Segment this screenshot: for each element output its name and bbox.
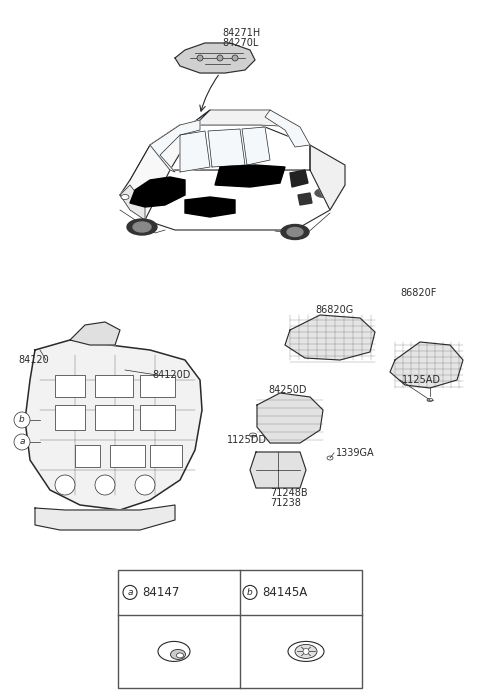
Circle shape [135,475,155,495]
Polygon shape [185,197,235,217]
Circle shape [55,475,75,495]
Bar [118,570,362,688]
Polygon shape [120,170,345,230]
Polygon shape [298,193,312,205]
Ellipse shape [288,641,324,662]
Bar [75,445,100,467]
Text: 71238: 71238 [270,498,301,508]
Circle shape [95,475,115,495]
Polygon shape [310,145,345,210]
Bar [55,405,85,430]
Circle shape [197,55,203,61]
Text: 84147: 84147 [142,586,180,599]
Text: 84271H: 84271H [222,28,260,38]
Ellipse shape [315,188,335,197]
Circle shape [303,648,309,654]
Text: 86820G: 86820G [315,305,353,315]
Circle shape [123,585,137,599]
Text: 86820F: 86820F [400,288,436,298]
Circle shape [14,412,30,428]
Text: 84250D: 84250D [268,385,307,395]
Ellipse shape [327,456,333,460]
Bar [55,375,85,397]
Polygon shape [70,322,120,345]
Text: b: b [19,416,25,424]
Polygon shape [215,165,285,187]
Ellipse shape [133,222,151,232]
Ellipse shape [177,653,183,658]
Ellipse shape [281,225,309,239]
Text: b: b [247,588,253,597]
Circle shape [14,434,30,450]
Text: 1339GA: 1339GA [336,448,374,458]
Text: 71248B: 71248B [270,488,308,498]
Ellipse shape [166,181,184,189]
Circle shape [217,55,223,61]
Ellipse shape [121,195,129,200]
Polygon shape [175,43,255,73]
Polygon shape [208,129,245,167]
Polygon shape [120,110,210,220]
Bar [140,375,175,397]
Polygon shape [150,120,200,172]
Circle shape [243,585,257,599]
Bar [95,375,133,397]
Polygon shape [120,185,145,220]
Polygon shape [242,127,270,165]
Text: 84120: 84120 [18,355,49,365]
Ellipse shape [427,398,433,402]
Text: 84270L: 84270L [222,38,258,48]
Text: 84120D: 84120D [152,370,191,380]
Text: 84145A: 84145A [262,586,307,599]
Polygon shape [25,340,202,510]
Polygon shape [285,315,375,360]
Ellipse shape [250,433,256,437]
Polygon shape [190,110,300,127]
Polygon shape [180,131,210,172]
Ellipse shape [287,228,303,237]
Polygon shape [130,177,185,207]
Circle shape [232,55,238,61]
Text: a: a [19,438,25,447]
Bar [140,405,175,430]
Text: 1125AD: 1125AD [402,375,441,385]
Polygon shape [35,505,175,530]
Ellipse shape [158,641,190,662]
Text: 1125DD: 1125DD [227,435,267,445]
Bar [110,445,145,467]
Text: a: a [127,588,133,597]
Ellipse shape [127,219,157,235]
Polygon shape [250,452,306,488]
Bar [150,445,182,467]
Ellipse shape [170,650,185,659]
Polygon shape [390,342,463,388]
Polygon shape [257,393,323,443]
Polygon shape [265,110,310,147]
Polygon shape [290,170,308,187]
Bar [95,405,133,430]
Ellipse shape [295,645,317,659]
Polygon shape [150,125,310,170]
